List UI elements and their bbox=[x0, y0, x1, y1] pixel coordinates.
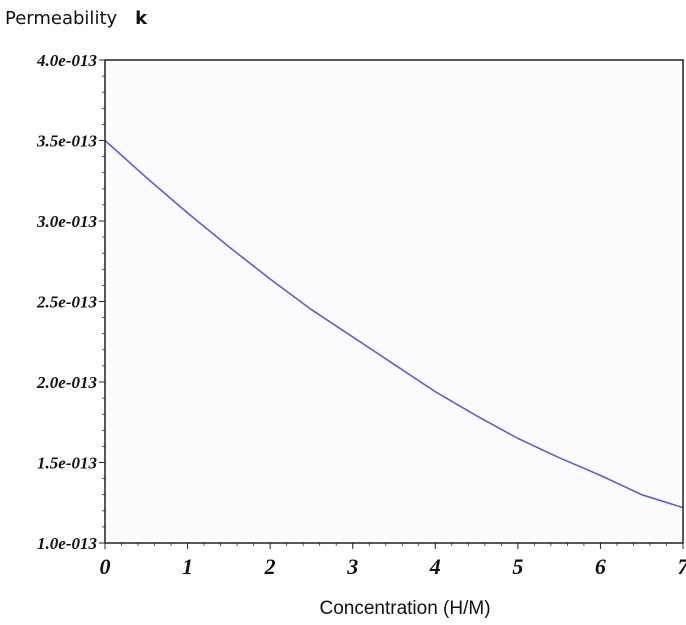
x-tick-label: 0 bbox=[100, 554, 111, 579]
x-axis: 0 1 2 3 4 5 6 7 bbox=[100, 543, 686, 579]
x-tick-label: 7 bbox=[678, 554, 686, 579]
x-tick-label: 2 bbox=[264, 554, 276, 579]
x-tick-label: 4 bbox=[429, 554, 441, 579]
x-tick-label: 1 bbox=[182, 554, 193, 579]
y-axis: 1.0e-013 1.5e-013 2.0e-013 2.5e-013 3.0e-013… bbox=[36, 51, 105, 553]
y-tick-label: 3.5e-013 bbox=[36, 132, 97, 151]
x-tick-label: 6 bbox=[595, 554, 606, 579]
x-tick-label: 5 bbox=[512, 554, 523, 579]
x-tick-label: 3 bbox=[346, 554, 358, 579]
y-tick-label: 2.5e-013 bbox=[36, 293, 97, 312]
plot-frame bbox=[104, 59, 684, 544]
y-tick-label: 2.0e-013 bbox=[36, 373, 97, 392]
y-tick-label: 1.5e-013 bbox=[37, 454, 97, 473]
y-axis-symbol: k bbox=[135, 8, 148, 29]
y-tick-label: 1.0e-013 bbox=[37, 534, 97, 553]
data-series-line bbox=[104, 139, 684, 509]
y-axis-label: Permeability bbox=[5, 8, 117, 29]
y-tick-label: 3.0e-013 bbox=[36, 212, 97, 231]
x-axis-label: Concentration (H/M) bbox=[319, 598, 490, 619]
y-tick-label: 4.0e-013 bbox=[36, 51, 97, 70]
y-axis-title: Permeability k bbox=[5, 8, 148, 29]
plot-area bbox=[105, 60, 683, 543]
